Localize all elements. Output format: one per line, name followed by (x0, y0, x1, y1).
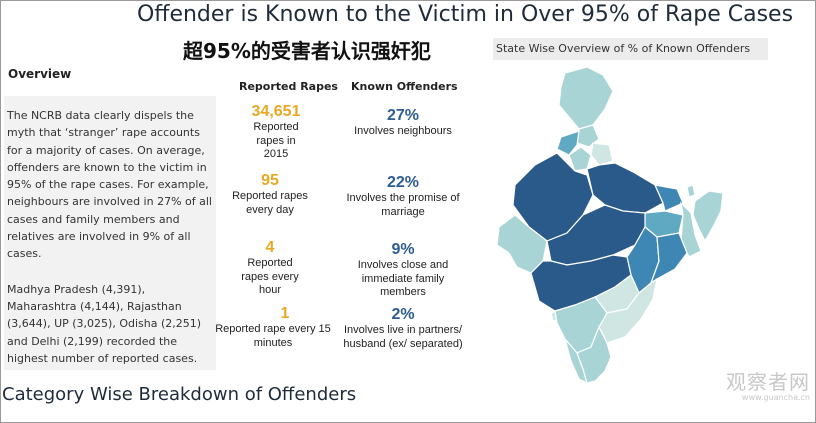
map-state-northeast[interactable] (692, 190, 724, 243)
reported-value: 4 (265, 239, 275, 256)
page-subtitle-cn: 超95%的受害者认识强奸犯 (183, 39, 431, 63)
offender-value: 9% (391, 241, 415, 258)
reported-value: 34,651 (251, 103, 301, 120)
map-state-uttar-pradesh[interactable] (586, 162, 664, 214)
map-state-punjab[interactable] (556, 130, 580, 156)
reported-rapes-heading: Reported Rapes (239, 80, 338, 93)
watermark-url: www.guancha.cn (742, 393, 810, 402)
india-state-map[interactable] (495, 65, 725, 385)
reported-stat-day: 95 Reported rapes every day (215, 172, 325, 217)
reported-value: 1 (280, 305, 290, 322)
reported-desc: Reported rapes every hour (241, 257, 299, 296)
map-state-tamil-nadu[interactable] (576, 325, 612, 384)
watermark-cn: 观察者网 (726, 370, 810, 394)
known-offenders-heading: Known Offenders (351, 80, 458, 93)
overview-panel: The NCRB data clearly dispels the myth t… (4, 96, 216, 370)
offender-value: 22% (386, 174, 420, 191)
offender-stat-marriage: 22% Involves the promise of marriage (345, 174, 461, 219)
watermark: 观察者网 www.guancha.cn (700, 366, 810, 402)
offender-desc: Involves the promise of marriage (346, 192, 460, 218)
overview-paragraph-1: The NCRB data clearly dispels the myth t… (7, 109, 212, 261)
map-state-odisha[interactable] (649, 232, 688, 285)
reported-stat-year: 34,651 Reported rapes in 2015 (221, 103, 331, 162)
map-state-bihar[interactable] (653, 184, 684, 212)
reported-desc: Reported rapes every day (232, 190, 308, 216)
overview-heading: Overview (8, 67, 72, 81)
page-title: Offender is Known to the Victim in Over … (136, 2, 794, 27)
section-title: Category Wise Breakdown of Offenders (2, 384, 357, 405)
map-state-haryana[interactable] (568, 146, 592, 172)
reported-value: 95 (261, 172, 279, 189)
reported-stat-hour: 4 Reported rapes every hour (215, 239, 325, 298)
offender-desc: Involves live in partners/ husband (ex/ … (343, 324, 463, 350)
map-label: State Wise Overview of % of Known Offend… (493, 38, 768, 60)
offender-stat-family: 9% Involves close and immediate family m… (343, 241, 463, 300)
offender-stat-partners: 2% Involves live in partners/ husband (e… (338, 306, 468, 351)
map-state-west-bengal[interactable] (680, 201, 702, 258)
map-state-jammu-kashmir[interactable] (558, 66, 614, 130)
reported-desc: Reported rape every 15 minutes (215, 323, 331, 349)
offender-desc: Involves neighbours (354, 125, 452, 137)
offender-desc: Involves close and immediate family memb… (357, 259, 449, 298)
offender-value: 27% (386, 107, 420, 124)
map-state-sikkim[interactable] (686, 184, 696, 198)
map-state-uttarakhand[interactable] (590, 142, 614, 166)
offender-value: 2% (391, 306, 415, 323)
offender-stat-neighbours: 27% Involves neighbours (347, 107, 459, 139)
reported-desc: Reported rapes in 2015 (253, 121, 299, 160)
map-state-rajasthan[interactable] (512, 152, 594, 242)
overview-paragraph-2: Madhya Pradesh (4,391), Maharashtra (4,1… (7, 282, 202, 365)
reported-stat-15min: 1 Reported rape every 15 minutes (215, 305, 340, 350)
